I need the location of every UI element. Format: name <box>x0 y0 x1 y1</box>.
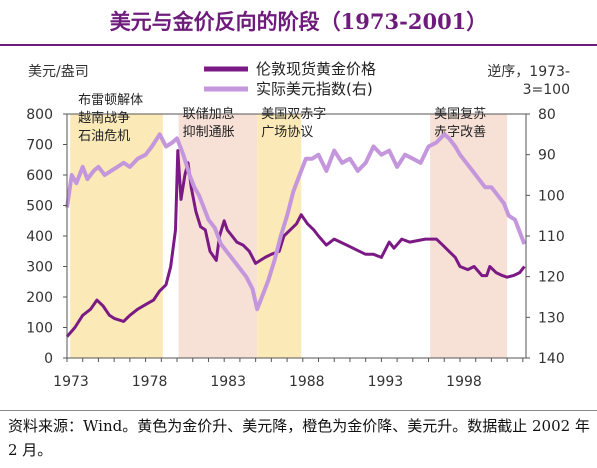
shaded-period-3 <box>430 114 508 358</box>
left-tick-label: 800 <box>26 107 53 123</box>
x-tick-label: 1983 <box>210 374 246 390</box>
right-axis-label-line2: 3=100 <box>523 82 570 98</box>
footnote-divider <box>0 410 597 411</box>
right-tick-label: 90 <box>538 148 556 164</box>
right-tick-label: 110 <box>538 229 565 245</box>
legend-label-0: 伦敦现货黄金价格 <box>256 60 376 78</box>
shaded-period-label-line: 越南战争 <box>78 110 130 126</box>
x-tick-label: 1998 <box>446 374 482 390</box>
right-axis-ticks: 80 90 100 110 120 130 140 <box>526 107 565 367</box>
x-axis-ticks: 1973 1978 1983 1988 1993 1998 <box>53 358 524 390</box>
right-tick-label: 140 <box>538 351 565 367</box>
left-tick-label: 0 <box>44 351 53 367</box>
title-divider <box>0 44 597 46</box>
right-tick-label: 120 <box>538 270 565 286</box>
left-tick-label: 300 <box>26 260 53 276</box>
right-tick-label: 80 <box>538 107 556 123</box>
left-tick-label: 600 <box>26 168 53 184</box>
left-axis-ticks: 0 100 200 300 400 500 600 700 800 <box>26 107 67 367</box>
left-tick-label: 500 <box>26 199 53 215</box>
shaded-period-label-line: 抑制通胀 <box>183 125 235 140</box>
right-axis-label-line1: 逆序，1973- <box>487 64 570 80</box>
x-tick-label: 1978 <box>132 374 168 390</box>
series-lines <box>65 132 527 338</box>
left-tick-label: 200 <box>26 290 53 306</box>
right-tick-label: 100 <box>538 188 565 204</box>
left-tick-label: 100 <box>26 321 53 337</box>
series-line-1 <box>65 132 527 312</box>
shaded-period-label-line: 广场协议 <box>261 125 313 140</box>
series-line-0 <box>65 149 526 338</box>
shaded-period-label-line: 石油危机 <box>78 129 130 144</box>
right-tick-label: 130 <box>538 310 565 326</box>
left-tick-label: 400 <box>26 229 53 245</box>
footnote: 资料来源：Wind。黄色为金价升、美元降，橙色为金价降、美元升。数据截止 200… <box>8 417 590 459</box>
left-tick-label: 700 <box>26 138 53 154</box>
right-axis-label: 逆序，1973- 3=100 <box>487 64 570 98</box>
x-tick-label: 1973 <box>53 374 89 390</box>
x-tick-label: 1988 <box>289 374 325 390</box>
left-axis-label: 美元/盎司 <box>28 64 89 80</box>
x-tick-label: 1993 <box>368 374 404 390</box>
legend-label-1: 实际美元指数(右) <box>256 80 373 98</box>
shaded-periods <box>70 114 508 358</box>
shaded-period-label-line: 布雷顿解体 <box>78 93 143 108</box>
chart-title: 美元与金价反向的阶段（1973-2001） <box>109 9 488 34</box>
